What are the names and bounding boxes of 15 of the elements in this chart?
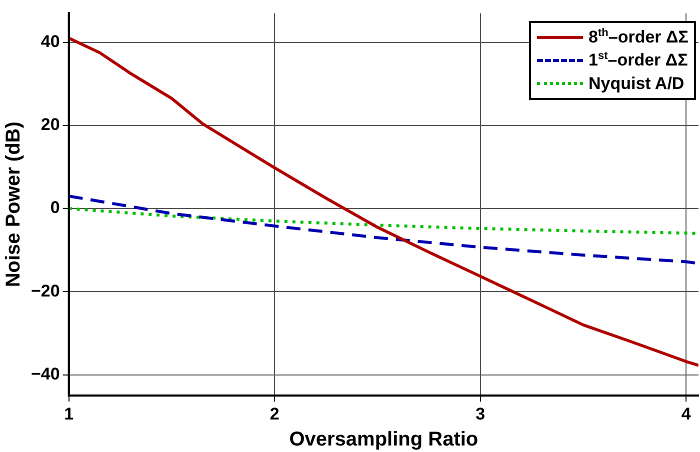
x-tick-label: 4 [681, 404, 692, 424]
legend-label: Nyquist A/D [588, 74, 684, 94]
y-tick-label: −40 [30, 364, 60, 384]
y-axis-title: Noise Power (dB) [2, 122, 25, 288]
legend-label: 8$^{th}$–order ΔΣ [588, 27, 688, 48]
y-tick-label: 20 [40, 115, 60, 134]
x-tick-label: 3 [476, 404, 486, 424]
x-tick-label: 1 [64, 404, 74, 424]
line-series [68, 207, 698, 235]
y-tick-label: 0 [50, 198, 60, 218]
legend-label: 1$^{st}$–order ΔΣ [588, 50, 688, 72]
x-axis-title: Oversampling Ratio [289, 428, 478, 451]
y-tick-label: −20 [30, 281, 60, 300]
y-tick-label: 40 [40, 32, 60, 51]
x-tick-label: 2 [270, 404, 280, 424]
